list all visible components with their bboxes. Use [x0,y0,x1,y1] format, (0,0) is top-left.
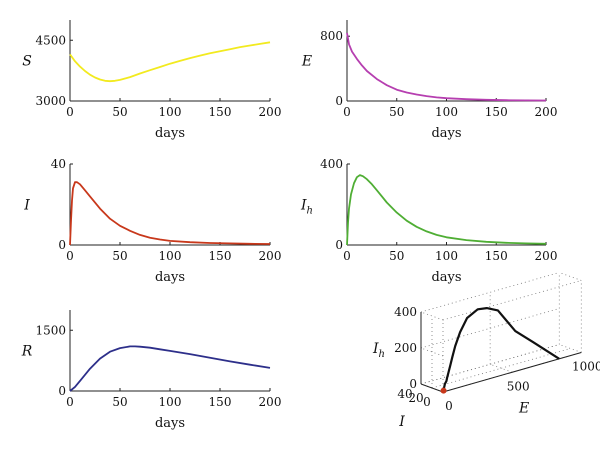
trajectory-marker [440,387,447,394]
x-tick-label: 100 [159,105,182,119]
i-tick-label: 40 [397,387,412,401]
x-tick-label: 0 [66,105,74,119]
ih-tick-label: 0 [409,377,417,391]
i-tick-label: 20 [408,391,423,405]
x-tick-label: 200 [259,249,282,263]
y-axis-label: R [21,344,33,360]
x-axis-label: days [431,126,461,141]
x-tick-label: 100 [435,105,458,119]
ih-tick-label: 200 [394,341,417,355]
x-tick-label: 50 [389,249,404,263]
x-tick-label: 200 [535,105,558,119]
x-tick-label: 0 [66,395,74,409]
x-tick-label: 150 [209,105,232,119]
e-axis-label: E [518,400,529,416]
x-tick-label: 200 [535,249,558,263]
panel-1: 0 50 100 150 200 3000 4500 days S [22,20,281,141]
trajectory-line [442,307,560,391]
grid-line [490,363,513,373]
ih-tick-label: 400 [394,305,417,319]
x-tick-label: 100 [159,395,182,409]
series-line [69,181,271,246]
series-line [346,32,547,102]
y-tick-label: 3000 [35,94,66,108]
e-tick-label: 0 [445,399,453,413]
i-axis [420,383,444,393]
x-tick-label: 50 [112,105,127,119]
e-tick-label: 500 [507,379,530,393]
series-line [346,174,547,246]
x-tick-label: 100 [435,249,458,263]
panel-5: 0 50 100 150 200 0 1500 days R [21,310,282,431]
y-tick-label: 1500 [35,323,66,337]
x-axis-label: days [155,126,185,141]
y-axis-label: Ih [300,198,313,217]
x-tick-label: 150 [209,249,232,263]
x-tick-label: 150 [485,105,508,119]
y-tick-label: 400 [320,157,343,171]
x-tick-label: 150 [209,395,232,409]
x-tick-label: 200 [259,105,282,119]
x-tick-label: 50 [112,249,127,263]
y-tick-label: 0 [58,238,66,252]
x-tick-label: 50 [389,105,404,119]
x-tick-label: 0 [66,249,74,263]
y-axis-label: E [301,54,312,70]
box-edge [559,272,582,281]
x-tick-label: 0 [343,105,351,119]
i-tick-label: 0 [423,395,431,409]
x-tick-label: 200 [259,395,282,409]
x-axis-label: days [431,270,461,285]
x-tick-label: 150 [485,249,508,263]
series-line [69,41,271,83]
y-tick-label: 40 [51,157,66,171]
series-line [69,345,271,392]
e-tick-label: 1000 [572,360,600,374]
ih-axis-label: Ih [372,341,385,360]
y-axis-label: S [22,54,32,70]
i-axis-label: I [398,414,405,430]
y-tick-label: 0 [335,94,343,108]
x-axis-label: days [155,270,185,285]
y-tick-label: 800 [320,29,343,43]
panel-2: 0 50 100 150 200 0 800 days E [301,20,558,141]
x-tick-label: 50 [112,395,127,409]
box-edge [442,280,582,321]
y-tick-label: 4500 [35,33,66,47]
x-tick-label: 0 [343,249,351,263]
y-tick-label: 0 [58,384,66,398]
x-axis-label: days [155,416,185,431]
y-axis-label: I [23,198,30,214]
y-tick-label: 0 [335,238,343,252]
panel-3: 0 50 100 150 200 0 40 days I [23,157,281,285]
panel-4: 0 50 100 150 200 0 400 days Ih [300,157,557,285]
x-tick-label: 100 [159,249,182,263]
